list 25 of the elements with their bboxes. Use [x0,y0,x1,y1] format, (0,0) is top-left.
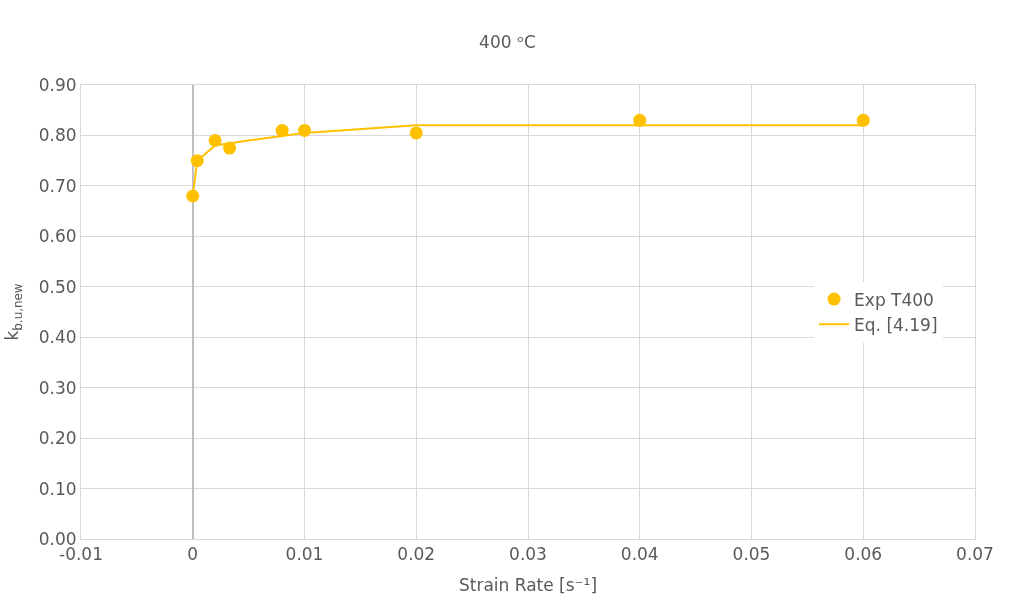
x-tick-label: 0.06 [844,544,883,565]
y-tick-label: 0.90 [38,74,77,95]
x-tick-label: 0.02 [397,544,436,565]
x-axis-title: Strain Rate [s⁻¹] [458,574,598,595]
legend-label: Eq. [4.19] [854,314,938,335]
x-tick-label: 0.04 [620,544,659,565]
x-tick-label: 0.03 [509,544,547,565]
x-tick-label: -0.01 [59,544,103,565]
point [409,126,423,140]
y-tick-label: 0.40 [38,327,77,348]
x-tick-label: 0.07 [956,544,994,565]
y-tick-label: 0.10 [38,478,77,499]
point [856,113,870,127]
y-tick-label: 0.50 [38,276,77,297]
legend-label: Exp T400 [854,289,934,310]
y-tick-label: 0.80 [38,125,77,146]
x-tick-label: 0.01 [285,544,324,565]
y-tick-label: 0.30 [38,377,77,398]
point [208,133,222,147]
chart-title: 400 ᵒC [479,32,536,53]
x-tick-label: 0.05 [732,544,771,565]
y-tick-label: 0.70 [38,175,77,196]
x-tick-label: 0 [187,544,199,565]
y-tick-label: 0.20 [38,428,77,449]
y-tick-label: 0.60 [38,226,77,247]
